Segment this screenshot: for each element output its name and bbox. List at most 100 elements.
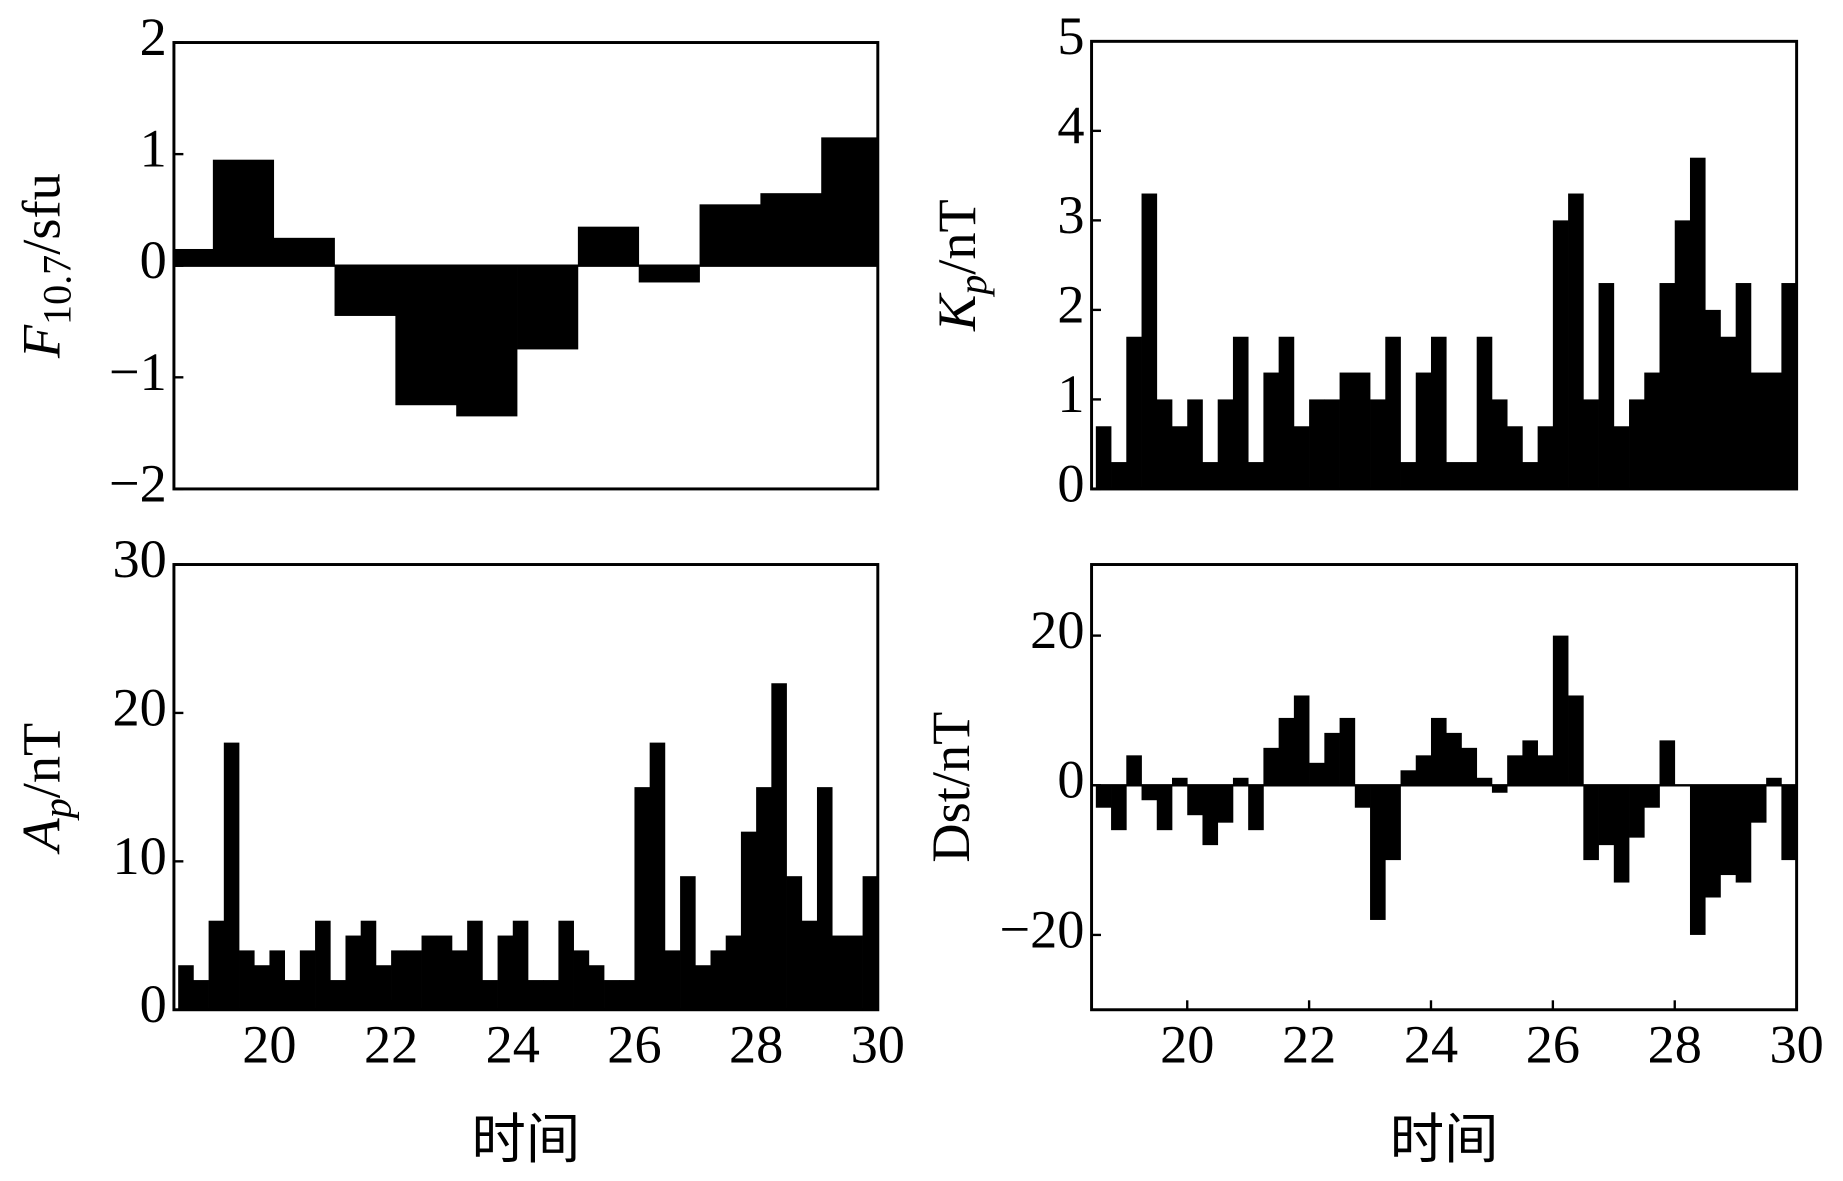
bar: [1278, 336, 1295, 489]
bar: [1263, 747, 1279, 786]
bar: [1461, 462, 1478, 489]
bar: [178, 965, 194, 1010]
x-tick-label: 26: [1526, 1014, 1580, 1074]
bar: [239, 950, 255, 1010]
bar: [1674, 220, 1691, 489]
x-tick-label: 28: [1648, 1014, 1702, 1074]
bar: [1583, 399, 1599, 489]
bar: [1613, 785, 1630, 883]
bar: [345, 935, 362, 1010]
x-tick-label: 20: [242, 1014, 296, 1074]
x-tick-label: 22: [364, 1014, 418, 1074]
bar: [1476, 336, 1493, 489]
y-axis-label: Dst/nT: [921, 712, 981, 863]
bar: [1491, 399, 1508, 489]
y-tick-label: 2: [140, 7, 167, 67]
y-tick-label: −20: [1000, 899, 1085, 959]
bar: [1309, 762, 1325, 786]
bar: [1095, 785, 1112, 808]
bar: [436, 935, 453, 1010]
bar: [1354, 785, 1371, 808]
bar: [1339, 372, 1356, 489]
bar: [269, 950, 286, 1010]
bar: [173, 248, 214, 266]
bar: [1705, 785, 1721, 898]
bar: [816, 787, 833, 1010]
bar: [1522, 740, 1538, 786]
bar: [558, 920, 574, 1010]
y-tick-label: 20: [113, 677, 167, 737]
bar: [467, 920, 483, 1010]
y-axis-label: Kp/nT: [927, 199, 995, 332]
bar: [1735, 785, 1752, 883]
bar: [1537, 755, 1554, 786]
bar: [725, 935, 742, 1010]
bar: [543, 980, 559, 1010]
panel: −2 −1 0 1 2 F10.7/sfu: [12, 7, 880, 513]
bar: [1126, 336, 1142, 489]
bar: [1629, 785, 1645, 838]
bar: [638, 265, 700, 283]
x-axis-label: 时间: [472, 1110, 581, 1170]
symbol: Dst: [921, 787, 981, 862]
bar: [1720, 785, 1737, 876]
bar: [1568, 695, 1584, 786]
bar: [1781, 283, 1797, 489]
bar: [1689, 157, 1706, 489]
bar: [208, 920, 225, 1010]
bar: [604, 980, 620, 1010]
bar: [1507, 426, 1523, 489]
bar: [330, 980, 346, 1010]
bar: [223, 742, 240, 1010]
y-tick-label: 30: [113, 529, 167, 589]
bar: [212, 159, 275, 266]
y-tick-label: 10: [113, 826, 167, 886]
bar: [421, 935, 438, 1010]
bar: [406, 950, 422, 1010]
bar: [1750, 372, 1767, 489]
subscript: p: [35, 798, 80, 821]
bar: [1187, 785, 1203, 816]
bar: [1232, 336, 1249, 489]
bar: [1522, 462, 1538, 489]
bar: [760, 193, 822, 266]
bar: [1507, 755, 1523, 786]
bar: [1583, 785, 1599, 861]
bar: [375, 965, 392, 1010]
bar: [1248, 462, 1264, 489]
bar: [740, 831, 757, 1010]
bar: [1552, 220, 1569, 489]
bar: [456, 265, 518, 417]
bar: [315, 920, 331, 1010]
bar: [756, 787, 772, 1010]
symbol: K: [927, 292, 987, 332]
y-axis-label: Ap/nT: [12, 723, 80, 855]
bar: [1705, 309, 1721, 489]
bar: [1172, 777, 1188, 786]
panel: 0 1 2 3 4 5 Kp/nT: [927, 6, 1799, 513]
bar: [299, 950, 316, 1010]
x-tick-label: 22: [1282, 1014, 1336, 1074]
bar: [1217, 399, 1234, 489]
panel: −20 0 20 20 22 24 26 28 30 时间 Dst/nT: [921, 563, 1824, 1170]
bar: [588, 965, 605, 1010]
bar: [1415, 755, 1432, 786]
y-tick-label: 4: [1057, 95, 1084, 155]
bar: [254, 965, 270, 1010]
bar: [649, 742, 666, 1010]
bar: [801, 920, 818, 1010]
y-tick-label: 1: [1057, 364, 1084, 424]
x-tick-label: 30: [1769, 1014, 1823, 1074]
bar: [1385, 785, 1401, 861]
bar: [1278, 717, 1295, 786]
x-tick-label: 24: [486, 1014, 540, 1074]
y-tick-label: 0: [1057, 453, 1084, 513]
bar: [1446, 462, 1462, 489]
bar: [1370, 399, 1386, 489]
bar: [862, 876, 879, 1010]
bar: [1400, 770, 1417, 786]
bar: [360, 920, 377, 1010]
bar: [1461, 747, 1478, 786]
bar: [1354, 372, 1371, 489]
